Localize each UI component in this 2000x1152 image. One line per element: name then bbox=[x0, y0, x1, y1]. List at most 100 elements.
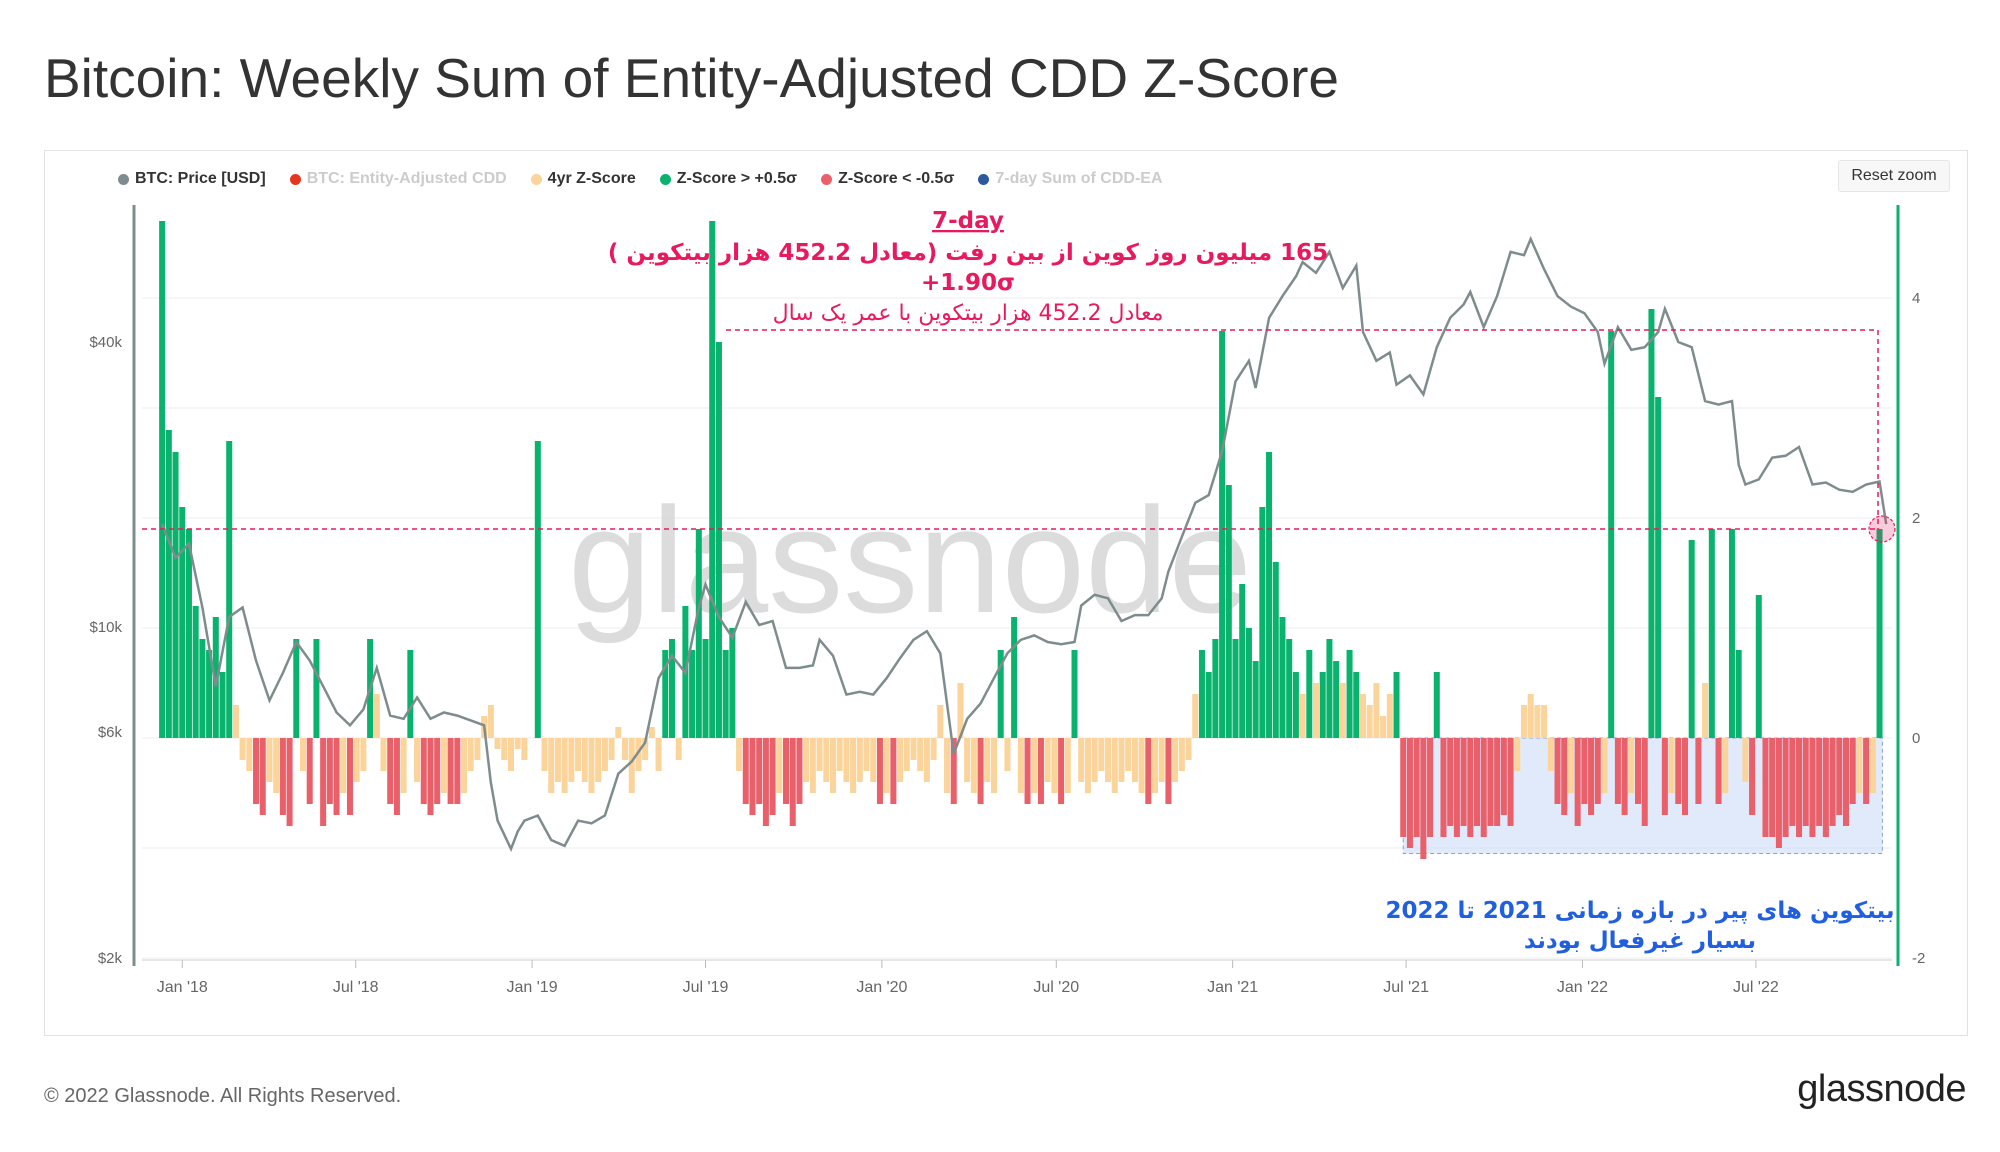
zscore-bar bbox=[1105, 738, 1112, 782]
zscore-bar bbox=[1749, 738, 1756, 815]
legend-item-price[interactable]: BTC: Price [USD] bbox=[118, 168, 266, 190]
zscore-bar bbox=[1427, 738, 1434, 837]
zscore-bar bbox=[414, 738, 421, 782]
y-right-tick-label: 0 bbox=[1912, 730, 1920, 747]
legend-item-zscore-low[interactable]: Z-Score < -0.5σ bbox=[821, 168, 954, 190]
zscore-bar bbox=[1581, 738, 1588, 804]
zscore-bar bbox=[1561, 738, 1568, 815]
legend-item-zscore-high[interactable]: Z-Score > +0.5σ bbox=[659, 168, 797, 190]
zscore-bar bbox=[273, 738, 280, 793]
zscore-bar bbox=[762, 738, 769, 826]
zscore-bar bbox=[1722, 738, 1729, 793]
legend-item-7day-sum[interactable]: 7-day Sum of CDD-EA bbox=[978, 168, 1163, 190]
zscore-bar bbox=[1366, 705, 1373, 738]
legend-item-cdd[interactable]: BTC: Entity-Adjusted CDD bbox=[289, 168, 507, 190]
zscore-bar bbox=[984, 738, 991, 782]
annotation-box-line-2: بسیار غیرفعال بودند bbox=[1524, 928, 1756, 954]
zscore-bar bbox=[809, 738, 816, 793]
zscore-bar bbox=[400, 738, 407, 793]
zscore-bar bbox=[997, 650, 1004, 738]
zscore-bar bbox=[1440, 738, 1447, 837]
zscore-bar bbox=[1755, 595, 1762, 738]
zscore-bar bbox=[306, 738, 313, 804]
zscore-bar bbox=[581, 738, 588, 782]
zscore-bar bbox=[1480, 738, 1487, 837]
zscore-bar bbox=[172, 452, 179, 738]
zscore-bar bbox=[346, 738, 353, 815]
legend-item-zscore[interactable]: 4yr Z-Score bbox=[530, 168, 636, 190]
zscore-bar bbox=[742, 738, 749, 804]
zscore-bar bbox=[253, 738, 260, 804]
zscore-bar bbox=[487, 705, 494, 738]
zscore-bar bbox=[1004, 738, 1011, 771]
zscore-bar bbox=[883, 738, 890, 793]
zscore-bar bbox=[635, 738, 642, 771]
zscore-bar bbox=[769, 738, 776, 815]
annotations: 7-day 165 میلیون روز کوین از بین رفت (مع… bbox=[608, 208, 1895, 954]
zscore-bar bbox=[1715, 738, 1722, 804]
zscore-bar bbox=[1299, 694, 1306, 738]
zscore-bar bbox=[1406, 738, 1413, 848]
zscore-bar bbox=[1346, 650, 1353, 738]
zscore-bar bbox=[1735, 650, 1742, 738]
zscore-bar bbox=[1863, 738, 1870, 804]
y-left-tick-label: $6k bbox=[98, 724, 123, 741]
zscore-bar bbox=[876, 738, 883, 804]
zscore-bar bbox=[1359, 694, 1366, 738]
zscore-bar bbox=[1836, 738, 1843, 815]
zscore-bar bbox=[1125, 738, 1132, 771]
zscore-bar bbox=[1178, 738, 1185, 771]
legend-dot-icon bbox=[530, 173, 542, 185]
zscore-bar bbox=[1474, 738, 1481, 826]
footer-copyright: © 2022 Glassnode. All Rights Reserved. bbox=[44, 1085, 402, 1107]
zscore-bar bbox=[534, 441, 541, 738]
zscore-bar bbox=[803, 738, 810, 782]
zscore-bar bbox=[474, 738, 481, 760]
zscore-bar bbox=[1534, 705, 1541, 738]
zscore-bar bbox=[709, 221, 716, 738]
zscore-bar bbox=[494, 738, 501, 749]
zscore-bar bbox=[1313, 683, 1320, 738]
zscore-bar bbox=[1574, 738, 1581, 826]
legend-dot-icon bbox=[659, 173, 671, 185]
zscore-bar bbox=[461, 738, 468, 793]
zscore-bar bbox=[1762, 738, 1769, 837]
zscore-bar bbox=[1292, 672, 1299, 738]
zscore-bar bbox=[1158, 738, 1165, 782]
zscore-bar bbox=[320, 738, 327, 826]
zscore-bar bbox=[1809, 738, 1816, 837]
zscore-bar bbox=[1400, 738, 1407, 837]
zscore-bar bbox=[917, 738, 924, 771]
zscore-bars bbox=[159, 221, 1883, 859]
x-tick-label: Jul '20 bbox=[1033, 979, 1079, 996]
zscore-bar bbox=[1500, 738, 1507, 815]
zscore-bar bbox=[1608, 331, 1615, 738]
zscore-bar bbox=[1520, 705, 1527, 738]
zscore-bar bbox=[501, 738, 508, 760]
reset-zoom-button[interactable]: Reset zoom bbox=[1838, 160, 1950, 192]
highlight-marker bbox=[1868, 515, 1896, 543]
zscore-bar bbox=[595, 738, 602, 782]
zscore-bar bbox=[1413, 738, 1420, 837]
zscore-bar bbox=[977, 738, 984, 804]
zscore-bar bbox=[447, 738, 454, 804]
zscore-bar bbox=[628, 738, 635, 793]
zscore-bar bbox=[1460, 738, 1467, 826]
zscore-bar bbox=[1212, 639, 1219, 738]
zscore-bar bbox=[856, 738, 863, 782]
zscore-bar bbox=[393, 738, 400, 815]
zscore-bar bbox=[736, 738, 743, 771]
zscore-bar bbox=[783, 738, 790, 804]
page-title: Bitcoin: Weekly Sum of Entity-Adjusted C… bbox=[44, 47, 1339, 109]
zscore-bar bbox=[1661, 738, 1668, 815]
zscore-bar bbox=[387, 738, 394, 804]
x-tick-label: Jan '22 bbox=[1557, 979, 1608, 996]
zscore-bar bbox=[863, 738, 870, 771]
zscore-bar bbox=[454, 738, 461, 804]
zscore-bar bbox=[608, 738, 615, 760]
zscore-bar bbox=[293, 639, 300, 738]
zscore-bar bbox=[1494, 738, 1501, 826]
zscore-bar bbox=[816, 738, 823, 771]
zscore-bar bbox=[1044, 738, 1051, 782]
zscore-bar bbox=[1272, 562, 1279, 738]
